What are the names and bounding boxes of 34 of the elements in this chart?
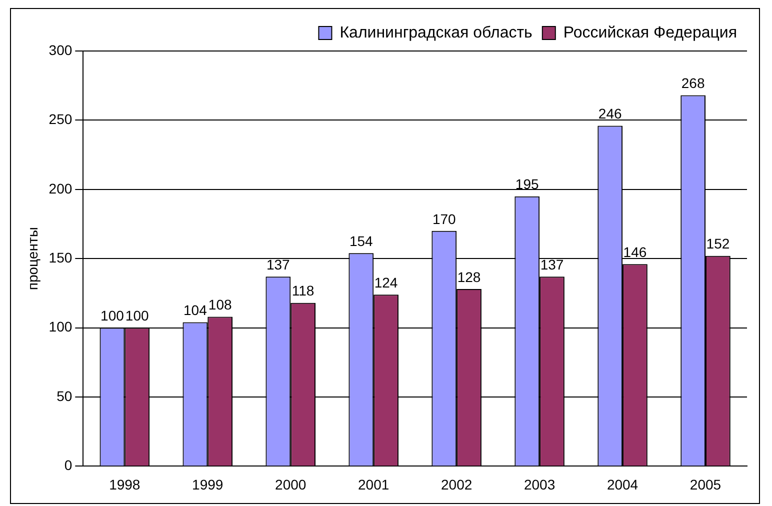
x-tick-label: 2004 (606, 476, 638, 492)
data-label: 124 (374, 274, 398, 290)
data-label: 108 (208, 296, 232, 313)
x-tick-label: 2005 (690, 476, 722, 492)
x-tick-label: 2000 (275, 476, 306, 492)
data-label: 128 (457, 268, 481, 285)
x-tick-label: 2003 (524, 476, 556, 492)
data-label: 152 (706, 236, 730, 252)
y-tick-label: 100 (48, 318, 72, 335)
data-label: 195 (515, 176, 539, 192)
data-label: 100 (125, 308, 149, 324)
x-tick-label: 1999 (192, 476, 224, 492)
y-tick-label: 200 (48, 180, 72, 196)
y-axis-title: проценты (24, 227, 40, 290)
data-label: 104 (184, 302, 208, 318)
data-label: 137 (540, 256, 564, 272)
data-label: 137 (266, 256, 290, 272)
data-label: 118 (292, 282, 314, 299)
x-tick-label: 2002 (440, 476, 472, 492)
y-tick-label: 300 (48, 42, 72, 58)
data-label: 246 (598, 106, 622, 122)
legend-label: Калининградская область (340, 24, 532, 42)
data-label: 170 (432, 210, 456, 227)
y-tick-label: 250 (48, 111, 72, 128)
data-label: 146 (623, 244, 647, 260)
data-label: 268 (681, 75, 705, 92)
y-tick-label: 50 (56, 388, 72, 404)
data-label: 100 (100, 308, 124, 324)
data-label: 154 (349, 232, 374, 249)
x-tick-label: 1998 (109, 476, 140, 492)
x-tick-label: 2001 (358, 476, 390, 492)
legend-label: Российская Федерация (563, 24, 737, 42)
y-tick-label: 150 (48, 249, 72, 266)
y-tick-label: 0 (64, 457, 72, 474)
